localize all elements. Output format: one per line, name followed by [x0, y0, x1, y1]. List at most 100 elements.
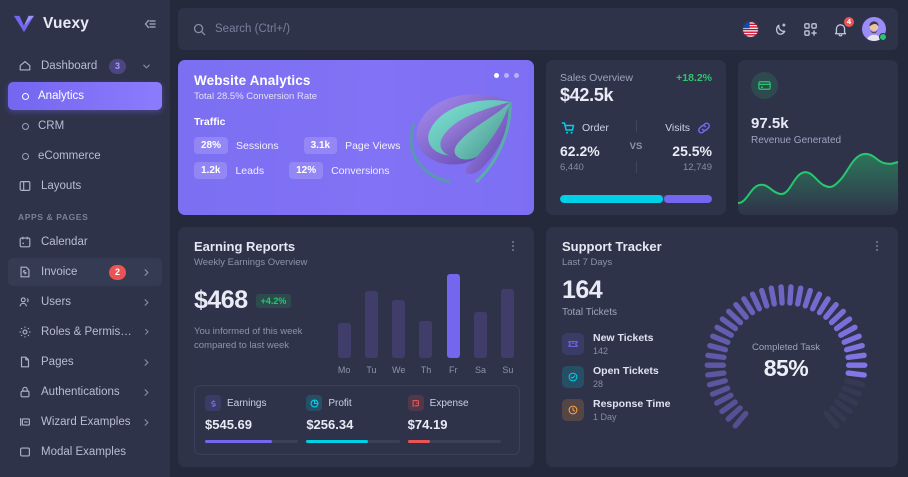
- support-row-open-tickets: Open Tickets 28: [562, 365, 688, 389]
- card-subtitle: Total 28.5% Conversion Rate: [194, 91, 318, 102]
- card-title: Earning Reports: [194, 239, 296, 254]
- sidebar-item-label: Calendar: [41, 236, 88, 248]
- carousel-dot-2[interactable]: [504, 73, 509, 78]
- sidebar-item-label: Modal Examples: [41, 446, 127, 458]
- chevron-right-icon: [141, 357, 152, 368]
- bar-fr: [446, 274, 460, 358]
- traffic-stats: 28% Sessions 3.1k Page Views 1.2k Leads …: [194, 137, 518, 179]
- sidebar-item-label: Authentications: [41, 386, 120, 398]
- support-rows: New Tickets 142: [562, 332, 688, 422]
- bar-col-fr: Fr: [443, 274, 463, 375]
- sidebar-item-pages[interactable]: Pages: [8, 348, 162, 376]
- support-row-new-tickets: New Tickets 142: [562, 332, 688, 356]
- sidebar-item-label: CRM: [38, 120, 65, 132]
- sidebar-item-label: Dashboard: [41, 60, 98, 72]
- sales-order-count: 6,440: [560, 162, 584, 173]
- sidebar-item-crm[interactable]: CRM: [8, 112, 162, 140]
- carousel-dot-1[interactable]: [494, 73, 499, 78]
- dollar-icon: [205, 395, 221, 411]
- row-top: Website Analytics Total 28.5% Conversion…: [178, 60, 898, 215]
- bar-label-sa: Sa: [475, 365, 487, 375]
- users-icon: [18, 295, 32, 309]
- sales-delta: +18.2%: [676, 72, 712, 84]
- topbar-actions: 4: [742, 15, 887, 41]
- sidebar-collapse-icon[interactable]: [142, 16, 158, 32]
- sidebar-item-dashboard[interactable]: Dashboard 3: [8, 52, 162, 80]
- sidebar-item-invoice[interactable]: Invoice 2: [8, 258, 162, 286]
- avatar[interactable]: [862, 17, 887, 41]
- sidebar-item-label: Pages: [41, 356, 74, 368]
- more-vertical-icon[interactable]: [870, 239, 884, 253]
- sidebar-item-layouts[interactable]: Layouts: [8, 172, 162, 200]
- metric-progress-earnings: [205, 440, 273, 443]
- carousel-dots[interactable]: [494, 73, 519, 78]
- bar-mo: [337, 322, 351, 358]
- support-row-label: New Tickets: [593, 332, 654, 344]
- sidebar-section-apps: APPS & PAGES: [18, 212, 89, 222]
- credit-card-icon: [751, 72, 778, 99]
- earning-delta-chip: +4.2%: [255, 293, 292, 308]
- revenue-area-chart: [738, 137, 898, 215]
- sidebar-item-ecommerce[interactable]: eCommerce: [8, 142, 162, 170]
- chevron-down-icon: [141, 61, 152, 72]
- sales-progress-bar: [560, 195, 712, 203]
- search-box[interactable]: [192, 22, 742, 37]
- search-input[interactable]: [215, 23, 742, 35]
- card-revenue-generated: 97.5k Revenue Generated: [738, 60, 898, 215]
- sidebar-item-users[interactable]: Users: [8, 288, 162, 316]
- dashboard-content: Website Analytics Total 28.5% Conversion…: [170, 56, 908, 477]
- bar-label-we: We: [392, 365, 406, 375]
- bar-tu: [364, 291, 378, 358]
- sidebar-item-wizard-examples[interactable]: Wizard Examples: [8, 408, 162, 436]
- moon-icon[interactable]: [772, 21, 789, 38]
- sidebar-item-authentications[interactable]: Authentications: [8, 378, 162, 406]
- sidebar: Vuexy Dashboard 3: [0, 0, 170, 477]
- notifications-button[interactable]: 4: [832, 15, 855, 38]
- carousel-dot-3[interactable]: [514, 73, 519, 78]
- bar-sa: [474, 311, 488, 358]
- stat-value-leads: 1.2k: [194, 162, 228, 179]
- grid-apps-icon[interactable]: [802, 21, 819, 38]
- metric-label: Profit: [328, 397, 352, 409]
- sidebar-item-roles-permissions[interactable]: Roles & Permissions: [8, 318, 162, 346]
- chevron-right-icon: [141, 417, 152, 428]
- bar-we: [392, 300, 406, 358]
- chevron-right-icon: [141, 297, 152, 308]
- card-title: Sales Overview: [560, 72, 633, 84]
- analytics-illustration: [394, 74, 526, 202]
- more-vertical-icon[interactable]: [506, 239, 520, 253]
- completed-task-radial-chart: [688, 276, 884, 455]
- invoice-icon: [18, 265, 32, 279]
- gauge-value: 85%: [763, 354, 809, 381]
- sidebar-header: Vuexy: [0, 0, 170, 48]
- sidebar-item-calendar[interactable]: Calendar: [8, 228, 162, 256]
- check-circle-icon: [562, 366, 584, 388]
- earning-metric-expense: Expense $74.19: [407, 395, 509, 443]
- sidebar-item-label: Layouts: [41, 180, 82, 192]
- support-gauge: Completed Task 85%: [688, 276, 884, 455]
- stat-label-leads: Leads: [235, 164, 265, 177]
- support-body: 164 Total Tickets: [562, 276, 884, 455]
- sidebar-item-label: eCommerce: [38, 150, 101, 162]
- support-row-label: Open Tickets: [593, 365, 659, 377]
- card-title: Support Tracker: [562, 239, 662, 254]
- gauge-text: Completed Task 85%: [688, 342, 884, 382]
- wizard-icon: [18, 415, 32, 429]
- sidebar-item-modal-examples[interactable]: Modal Examples: [8, 438, 162, 466]
- sales-order-percent: 62.2%: [560, 143, 600, 159]
- bar-col-sa: Sa: [470, 274, 490, 375]
- topbar: 4: [170, 0, 908, 56]
- stat-label-sessions: Sessions: [236, 139, 279, 152]
- us-flag-icon[interactable]: [742, 20, 759, 38]
- sales-vs-label: VS: [621, 120, 651, 173]
- ticket-icon: [562, 333, 584, 355]
- card-earning-reports: Earning Reports Weekly Earnings Overview: [178, 227, 534, 467]
- sidebar-item-label: Analytics: [38, 90, 85, 102]
- sidebar-item-analytics[interactable]: Analytics: [8, 82, 162, 110]
- metric-value: $256.34: [306, 417, 354, 432]
- sidebar-item-label: Invoice: [41, 266, 78, 278]
- support-row-response-time: Response Time 1 Day: [562, 398, 688, 422]
- sales-visits-count: 12,749: [682, 162, 712, 173]
- metric-label: Earnings: [227, 397, 267, 409]
- sales-order-label: Order: [582, 122, 609, 134]
